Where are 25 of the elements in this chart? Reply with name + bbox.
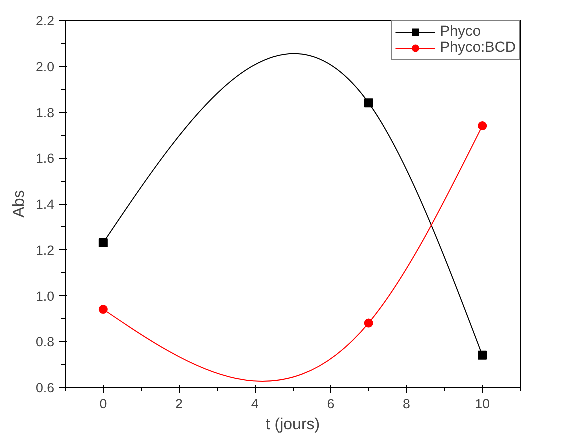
y-axis-title: Abs [10,190,28,218]
y-tick-label: 0.8 [36,334,55,350]
x-tick-label: 2 [176,396,183,412]
y-tick-label: 2.0 [36,59,55,74]
point [98,305,108,314]
point [478,350,488,360]
x-axis-title: t (jours) [266,416,320,434]
y-tick-label: 0.6 [36,380,55,396]
y-tick-label: 1.0 [36,288,55,304]
point [98,238,108,248]
x-tick-label: 8 [403,396,410,412]
y-tick-label: 1.8 [36,105,55,120]
y-tick-label: 1.2 [36,242,55,258]
x-tick-label: 6 [327,396,335,412]
legend-label: Phyco:BCD [440,40,516,56]
y-tick-label: 2.2 [36,14,55,28]
x-tick-label: 10 [475,396,490,412]
y-tick-label: 1.6 [36,151,55,166]
point [364,98,374,108]
point [364,318,374,328]
y-tick-label: 1.4 [36,197,56,212]
x-tick-label: 4 [251,396,260,412]
x-tick-label: 0 [100,396,108,412]
legend-label: Phyco [440,24,481,40]
point [478,122,488,131]
